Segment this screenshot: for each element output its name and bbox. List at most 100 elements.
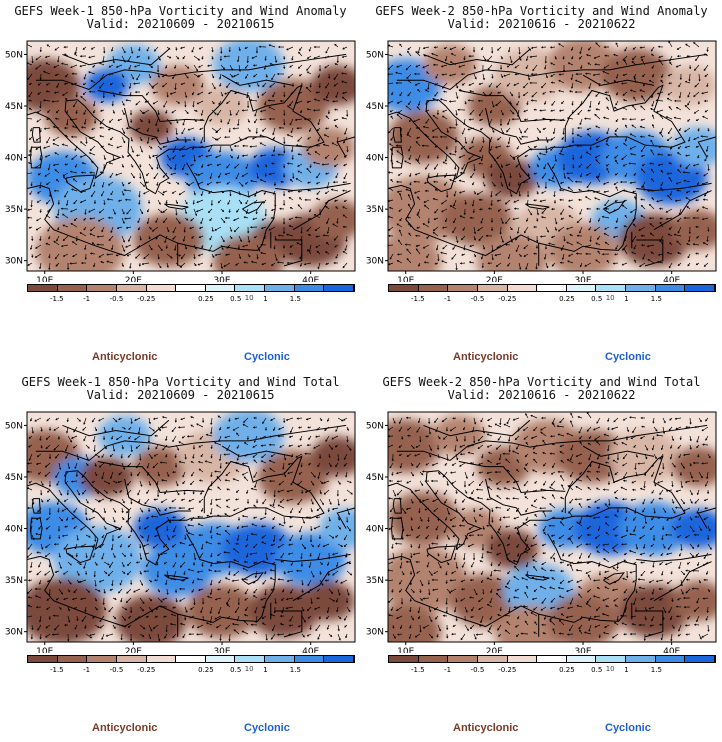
panel-title: GEFS Week-2 850-hPa Vorticity and Wind A…: [375, 4, 708, 18]
panel-week2-total: GEFS Week-2 850-hPa Vorticity and Wind T…: [361, 371, 722, 742]
colorbar-label: -1.5: [49, 666, 64, 674]
vorticity-map: 50N 45N 40N 35N 30N 10E 20E 30E 40E: [0, 407, 361, 653]
panel-subtitle: Valid: 20210616 - 20210622: [447, 17, 636, 31]
colorbar-label: -0.25: [498, 666, 517, 674]
colorbar-label: -0.5: [109, 666, 124, 674]
lat-tick-label: 50N: [5, 50, 23, 60]
colorbar-exponent: 10: [605, 665, 615, 673]
lat-tick-label: 40N: [5, 525, 23, 535]
colorbar-exponent: 10: [605, 294, 615, 302]
colorbar-swatch: [87, 656, 117, 662]
panel-title: GEFS Week-1 850-hPa Vorticity and Wind A…: [14, 4, 347, 18]
lon-tick-label: 20E: [125, 647, 142, 653]
colorbar-exponent: 10: [244, 665, 254, 673]
anticyclonic-label: Anticyclonic: [453, 722, 519, 734]
coastlines: [388, 419, 716, 638]
lat-tick-label: 40N: [366, 525, 384, 535]
lon-tick-label: 10E: [397, 276, 414, 282]
colorbar-swatch: [57, 656, 88, 662]
colorbar-swatch: [626, 656, 656, 662]
colorbar-label: -0.25: [137, 666, 156, 674]
lon-tick-label: 40E: [302, 647, 319, 653]
colorbar-swatch: [537, 285, 567, 291]
map-frame: [26, 411, 356, 643]
colorbar-swatch: [324, 285, 355, 291]
coastlines: [388, 48, 716, 267]
panel-title: GEFS Week-2 850-hPa Vorticity and Wind T…: [382, 375, 701, 389]
map-frame: [26, 40, 356, 272]
lat-tick-label: 30N: [5, 628, 23, 638]
lat-tick-label: 50N: [366, 421, 384, 431]
lat-tick-label: 35N: [366, 205, 384, 215]
wind-vectors: [388, 412, 712, 642]
colorbar-swatch: [477, 656, 508, 662]
panel-title: GEFS Week-1 850-hPa Vorticity and Wind T…: [21, 375, 340, 389]
colorbar-label: 1: [624, 666, 629, 674]
colorbar-label: 0.5: [230, 666, 242, 674]
colorbar-swatch: [176, 285, 206, 291]
colorbar-label: -0.5: [470, 295, 485, 303]
colorbar-label: 0.25: [198, 295, 214, 303]
lat-tick-label: 40N: [366, 154, 384, 164]
colorbar-label: -1: [83, 666, 91, 674]
colorbar-swatch: [507, 656, 538, 662]
colorbar-swatch: [507, 285, 538, 291]
colorbar-swatch: [448, 656, 478, 662]
colorbar-swatch: [116, 656, 147, 662]
colorbar-swatch: [28, 656, 58, 662]
colorbar-swatch: [235, 285, 266, 291]
colorbar-swatch: [28, 285, 58, 291]
colorbar-swatch: [418, 656, 449, 662]
coastlines: [27, 48, 355, 267]
lon-tick-label: 20E: [486, 647, 503, 653]
colorbar-label: 1.5: [650, 295, 662, 303]
lon-tick-label: 10E: [36, 276, 53, 282]
cyclonic-label: Cyclonic: [605, 722, 651, 734]
colorbar-swatches: [27, 655, 355, 663]
colorbar-swatch: [294, 285, 325, 291]
map-frame: [387, 40, 717, 272]
colorbar-label: -1: [83, 295, 91, 303]
colorbar-swatch: [566, 285, 597, 291]
colorbar-swatch: [389, 656, 419, 662]
colorbar-exponent: 10: [244, 294, 254, 302]
map-svg: 50N 45N 40N 35N 30N 10E 20E 30E 40E: [366, 411, 717, 653]
panel-subtitle: Valid: 20210609 - 20210615: [86, 388, 275, 402]
panel-week1-anomaly: GEFS Week-1 850-hPa Vorticity and Wind A…: [0, 0, 361, 371]
panel-week2-anomaly: GEFS Week-2 850-hPa Vorticity and Wind A…: [361, 0, 722, 371]
lat-tick-label: 50N: [5, 421, 23, 431]
wind-vectors: [27, 415, 353, 642]
colorbar-label: 0.5: [591, 666, 603, 674]
anticyclonic-label: Anticyclonic: [92, 351, 158, 363]
colorbar-swatch: [655, 285, 686, 291]
colorbar-swatches: [388, 284, 716, 292]
lon-tick-label: 30E: [574, 276, 591, 282]
colorbar-swatch: [566, 656, 597, 662]
colorbar-swatches: [27, 284, 355, 292]
vorticity-map: 50N 45N 40N 35N 30N 10E 20E 30E 40E: [0, 36, 361, 282]
colorbar-swatch: [685, 285, 716, 291]
colorbar-swatch: [418, 285, 449, 291]
colorbar-label: -0.5: [470, 666, 485, 674]
colorbar-swatch: [477, 285, 508, 291]
anticyclonic-label: Anticyclonic: [92, 722, 158, 734]
colorbar-label: 0.25: [559, 666, 575, 674]
lat-tick-label: 50N: [366, 50, 384, 60]
lat-tick-label: 45N: [366, 473, 384, 483]
colorbar-label: -0.25: [137, 295, 156, 303]
panel-subtitle: Valid: 20210616 - 20210622: [447, 388, 636, 402]
colorbar-swatch: [685, 656, 716, 662]
lat-tick-label: 35N: [5, 205, 23, 215]
colorbar-swatch: [655, 656, 686, 662]
lat-tick-label: 35N: [366, 576, 384, 586]
colorbar-label: -1.5: [49, 295, 64, 303]
colorbar-swatch: [596, 656, 627, 662]
lat-tick-label: 40N: [5, 154, 23, 164]
map-svg: 50N 45N 40N 35N 30N 10E 20E 30E 40E: [5, 411, 356, 653]
colorbar-label: 0.25: [559, 295, 575, 303]
colorbar-swatch: [146, 285, 177, 291]
colorbar-label: 1: [263, 666, 268, 674]
lat-tick-label: 35N: [5, 576, 23, 586]
colorbar-label: 1.5: [650, 666, 662, 674]
lon-tick-label: 10E: [36, 647, 53, 653]
